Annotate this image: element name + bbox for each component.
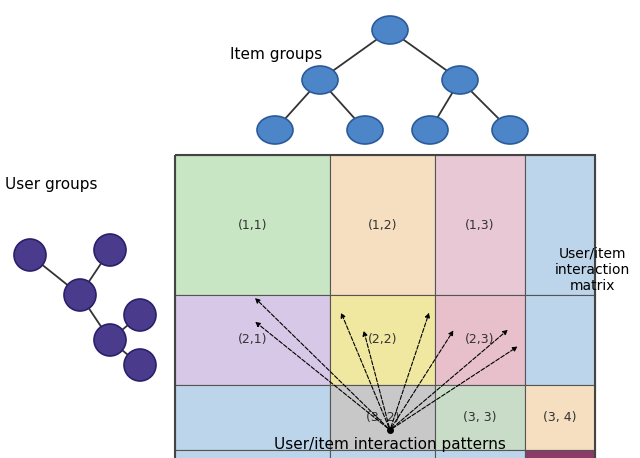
Text: (1,2): (1,2) — [368, 218, 397, 231]
Bar — [435, 450, 525, 458]
Text: User groups: User groups — [5, 178, 97, 192]
Text: User/item
interaction
matrix: User/item interaction matrix — [555, 247, 630, 293]
Circle shape — [94, 234, 126, 266]
Text: User/item interaction patterns: User/item interaction patterns — [274, 437, 506, 453]
Bar — [525, 155, 595, 295]
Bar — [330, 385, 435, 450]
Text: (2,3): (2,3) — [465, 333, 495, 347]
Bar — [435, 295, 525, 385]
Circle shape — [94, 324, 126, 356]
Ellipse shape — [442, 66, 478, 94]
Ellipse shape — [372, 16, 408, 44]
Text: (1,1): (1,1) — [237, 218, 268, 231]
Bar — [330, 295, 435, 385]
Bar — [435, 155, 525, 295]
Bar — [175, 155, 595, 458]
Text: (3, 4): (3, 4) — [543, 411, 577, 424]
Bar — [330, 450, 435, 458]
Ellipse shape — [492, 116, 528, 144]
Bar — [525, 450, 595, 458]
Bar — [175, 155, 330, 295]
Text: (1,3): (1,3) — [465, 218, 495, 231]
Ellipse shape — [347, 116, 383, 144]
Circle shape — [124, 349, 156, 381]
Ellipse shape — [412, 116, 448, 144]
Text: (2,1): (2,1) — [237, 333, 268, 347]
Text: (3, 2): (3, 2) — [365, 411, 399, 424]
Bar — [175, 295, 330, 385]
Circle shape — [14, 239, 46, 271]
Bar — [175, 385, 330, 450]
Text: (2,2): (2,2) — [368, 333, 397, 347]
Circle shape — [64, 279, 96, 311]
Bar — [435, 385, 525, 450]
Bar — [525, 295, 595, 385]
Text: Item groups: Item groups — [230, 48, 323, 62]
Bar — [525, 385, 595, 450]
Ellipse shape — [302, 66, 338, 94]
Ellipse shape — [257, 116, 293, 144]
Bar — [175, 450, 330, 458]
Bar — [330, 155, 435, 295]
Circle shape — [124, 299, 156, 331]
Text: (3, 3): (3, 3) — [463, 411, 497, 424]
